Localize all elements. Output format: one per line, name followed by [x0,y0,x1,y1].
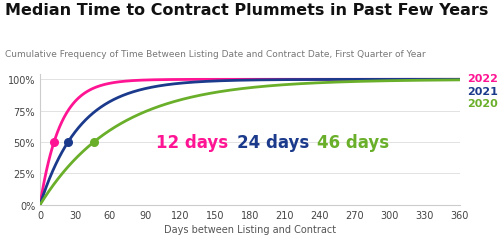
Text: 46 days: 46 days [316,134,388,152]
Text: 24 days: 24 days [237,134,310,152]
X-axis label: Days between Listing and Contract: Days between Listing and Contract [164,224,336,234]
Text: 2021: 2021 [468,86,498,96]
Text: 2020: 2020 [468,99,498,109]
Text: Median Time to Contract Plummets in Past Few Years: Median Time to Contract Plummets in Past… [5,2,488,18]
Text: 2022: 2022 [468,74,498,84]
Text: 12 days: 12 days [156,134,228,152]
Text: Cumulative Frequency of Time Between Listing Date and Contract Date, First Quart: Cumulative Frequency of Time Between Lis… [5,50,426,59]
